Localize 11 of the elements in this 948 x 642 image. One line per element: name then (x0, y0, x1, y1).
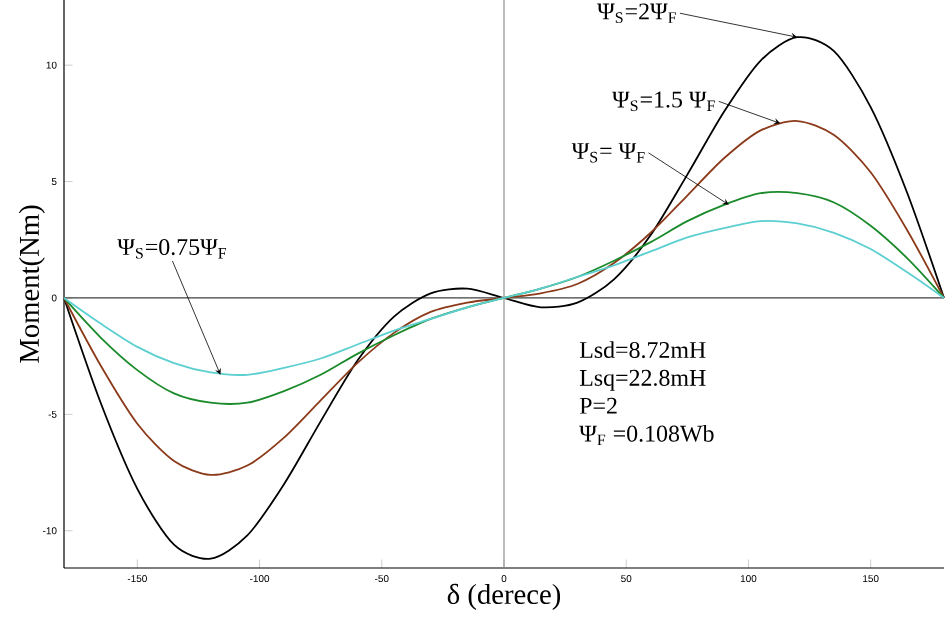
annotation: P=2 (579, 397, 617, 414)
annotation: Ψ$_{F}$ =0.108Wb (579, 424, 714, 446)
x-axis-title: δ (derece) (447, 583, 561, 610)
annotation: Lsq=22.8mH (579, 369, 706, 391)
annotation: Ψ$_{S}$= Ψ$_{F}$ (571, 143, 645, 163)
line-series (63, 120, 945, 476)
annotation: Ψ$_{S}$=0.75Ψ$_{F}$ (117, 238, 227, 259)
annotation: Ψ$_{S}$=2Ψ$_{F}$ (597, 3, 676, 24)
annotation: Ψ$_{S}$=1.5 Ψ$_{F}$ (612, 91, 715, 112)
y-axis-title: Moment(Nm) (18, 205, 45, 363)
annotation: Lsd=8.72mH (579, 341, 706, 359)
